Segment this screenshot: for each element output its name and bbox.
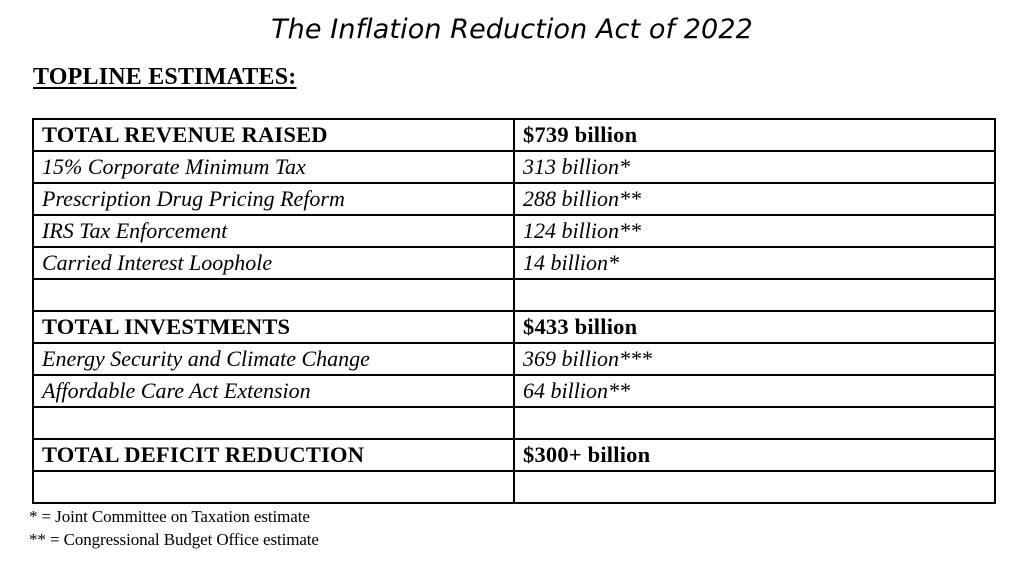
cell-value: 288 billion**	[513, 182, 996, 216]
cell-label: Prescription Drug Pricing Reform	[32, 182, 515, 216]
table-row-spacer	[32, 406, 996, 440]
table-row: IRS Tax Enforcement 124 billion**	[32, 214, 996, 248]
cell-value: 124 billion**	[513, 214, 996, 248]
cell-label-empty	[32, 406, 515, 440]
table-row: TOTAL REVENUE RAISED $739 billion	[32, 118, 996, 152]
table-row: TOTAL DEFICIT REDUCTION $300+ billion	[32, 438, 996, 472]
table-row: Energy Security and Climate Change 369 bi…	[32, 342, 996, 376]
cell-value: $433 billion	[513, 310, 996, 344]
cell-value-empty	[513, 470, 996, 504]
table-row: TOTAL INVESTMENTS $433 billion	[32, 310, 996, 344]
cell-value: 14 billion*	[513, 246, 996, 280]
cell-label-empty	[32, 470, 515, 504]
topline-estimates-table: TOTAL REVENUE RAISED $739 billion 15% Corp…	[32, 118, 996, 504]
cell-label: TOTAL INVESTMENTS	[32, 310, 515, 344]
table-row-spacer	[32, 470, 996, 504]
table-row: Affordable Care Act Extension 64 billion*…	[32, 374, 996, 408]
cell-value-empty	[513, 406, 996, 440]
table-row: Prescription Drug Pricing Reform 288 bill…	[32, 182, 996, 216]
cell-value: 313 billion*	[513, 150, 996, 184]
cell-label: 15% Corporate Minimum Tax	[32, 150, 515, 184]
cell-value-empty	[513, 278, 996, 312]
section-heading-topline-estimates: TOPLINE ESTIMATES:	[33, 64, 297, 90]
cell-label: IRS Tax Enforcement	[32, 214, 515, 248]
footnote-cbo: ** = Congressional Budget Office estimat…	[29, 529, 319, 549]
cell-label-empty	[32, 278, 515, 312]
table-row: 15% Corporate Minimum Tax 313 billion*	[32, 150, 996, 184]
table-row: Carried Interest Loophole 14 billion*	[32, 246, 996, 280]
footnote-jct: * = Joint Committee on Taxation estimate	[29, 507, 310, 526]
cell-label: Energy Security and Climate Change	[32, 342, 515, 376]
cell-value: 64 billion**	[513, 374, 996, 408]
cell-label: TOTAL DEFICIT REDUCTION	[32, 438, 515, 472]
cell-value: $739 billion	[513, 118, 996, 152]
cell-label: Carried Interest Loophole	[32, 246, 515, 280]
cell-value: 369 billion***	[513, 342, 996, 376]
cell-label: TOTAL REVENUE RAISED	[32, 118, 515, 152]
cell-value: $300+ billion	[513, 438, 996, 472]
footnotes: * = Joint Committee on Taxation estimate…	[29, 506, 319, 551]
table-row-spacer	[32, 278, 996, 312]
table-body: TOTAL REVENUE RAISED $739 billion 15% Corp…	[32, 118, 996, 504]
page-title: The Inflation Reduction Act of 2022	[271, 14, 753, 45]
cell-label: Affordable Care Act Extension	[32, 374, 515, 408]
